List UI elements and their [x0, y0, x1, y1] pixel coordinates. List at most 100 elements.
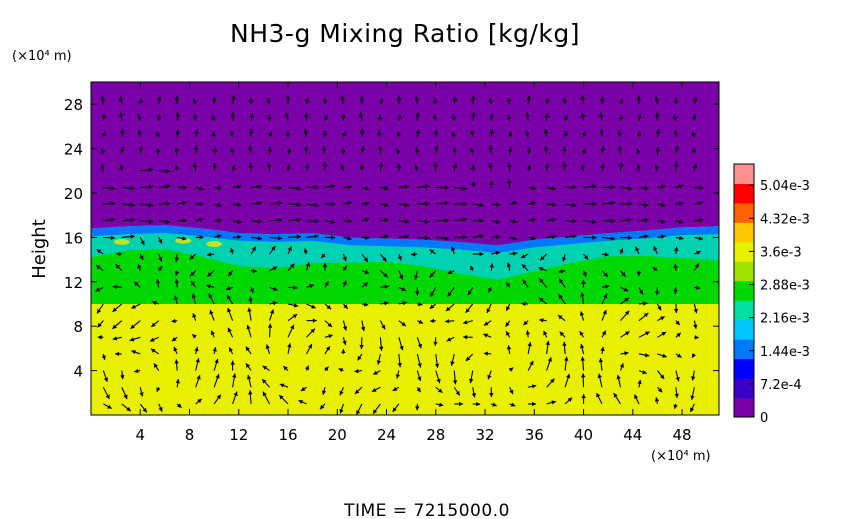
wind-arrow — [580, 292, 585, 305]
wind-arrow — [463, 334, 473, 340]
wind-arrow — [613, 392, 621, 405]
wind-arrow — [214, 218, 222, 223]
wind-arrow — [269, 245, 276, 255]
wind-arrow — [249, 287, 254, 294]
wind-arrow — [433, 162, 438, 171]
wind-arrow — [287, 303, 299, 308]
wind-arrow — [526, 164, 531, 171]
wind-arrow — [268, 131, 273, 138]
wind-arrow — [191, 333, 197, 339]
wind-arrow — [150, 348, 160, 355]
colorbar-segment — [734, 319, 754, 340]
wind-arrow — [177, 236, 187, 241]
wind-arrow — [397, 114, 402, 121]
wind-arrow — [694, 218, 704, 223]
wind-arrow — [230, 360, 235, 371]
wind-arrow — [250, 268, 257, 274]
wind-arrow — [599, 112, 604, 121]
wind-arrow — [472, 202, 484, 208]
wind-arrow — [195, 235, 204, 240]
wind-arrow — [100, 148, 106, 155]
wind-arrow — [521, 301, 529, 307]
colorbar-tick-label: 4.32e-3 — [760, 212, 810, 227]
wind-arrow — [454, 201, 467, 207]
wind-arrow — [379, 337, 384, 351]
wind-arrow — [305, 97, 310, 105]
wind-arrow — [656, 303, 662, 311]
wind-arrow — [620, 310, 630, 322]
wind-arrow — [155, 279, 161, 288]
wind-arrow — [354, 386, 363, 395]
wind-arrow — [601, 293, 608, 305]
wind-arrow — [398, 184, 409, 190]
wind-arrow — [324, 219, 336, 224]
wind-arrow — [306, 343, 313, 355]
wind-arrow — [395, 370, 400, 379]
wind-arrow — [598, 358, 604, 371]
wind-arrow — [489, 180, 494, 188]
wind-arrow — [435, 200, 449, 206]
wind-arrow — [305, 163, 310, 171]
wind-arrow — [597, 373, 603, 388]
wind-arrow — [620, 297, 630, 305]
wind-arrow — [377, 130, 382, 138]
wind-arrow — [544, 113, 550, 121]
wind-arrow — [227, 327, 234, 338]
wind-arrow — [581, 279, 586, 288]
wind-arrow — [398, 219, 409, 224]
wind-arrow — [140, 167, 154, 173]
wind-arrow — [415, 112, 420, 121]
wind-arrow — [620, 286, 629, 292]
wind-arrow — [601, 284, 610, 289]
wind-arrow — [657, 234, 666, 239]
wind-arrow — [103, 235, 115, 240]
wind-arrow — [506, 97, 512, 105]
wind-arrow — [637, 379, 642, 388]
wind-arrow — [95, 286, 104, 292]
wind-arrow — [140, 202, 154, 208]
y-tick-label: 28 — [64, 96, 83, 114]
wind-arrow — [339, 403, 344, 414]
wind-arrow — [189, 253, 197, 260]
x-tick-label: 24 — [377, 426, 396, 444]
wind-arrow — [174, 270, 180, 276]
wind-arrow — [103, 201, 115, 206]
wind-arrow — [416, 353, 422, 368]
wind-arrow — [306, 218, 319, 224]
wind-arrow — [287, 217, 302, 223]
wind-arrow — [692, 96, 698, 105]
wind-arrow — [694, 285, 701, 290]
wind-arrow — [417, 184, 430, 189]
wind-arrow — [451, 246, 456, 255]
wind-arrow — [638, 352, 650, 358]
wind-arrow — [618, 162, 624, 171]
wind-arrow — [101, 353, 106, 360]
wind-arrow — [452, 96, 457, 105]
wind-arrow — [435, 236, 449, 241]
wind-arrow — [416, 370, 422, 382]
wind-arrow — [673, 263, 678, 271]
wind-arrow — [429, 287, 437, 297]
wind-arrow — [207, 270, 215, 277]
wind-arrow — [286, 164, 291, 171]
wind-arrow — [396, 148, 401, 155]
wind-arrow — [298, 399, 307, 405]
wind-arrow — [100, 164, 105, 171]
colorbar-segment — [734, 280, 754, 301]
wind-arrow — [306, 303, 316, 309]
wind-arrow — [175, 129, 180, 138]
wind-arrow — [112, 303, 123, 313]
wind-arrow — [452, 163, 458, 171]
wind-arrow — [121, 217, 135, 223]
wind-arrow — [120, 129, 125, 138]
wind-arrow — [213, 202, 222, 208]
wind-arrow — [206, 252, 215, 257]
wind-arrow — [232, 202, 242, 207]
wind-arrow — [102, 386, 110, 400]
wind-arrow — [543, 145, 549, 155]
mixing-patch — [113, 238, 130, 245]
wind-arrow — [562, 341, 567, 354]
wind-arrow — [195, 374, 201, 388]
wind-arrow — [527, 360, 534, 371]
wind-arrow — [119, 164, 124, 171]
